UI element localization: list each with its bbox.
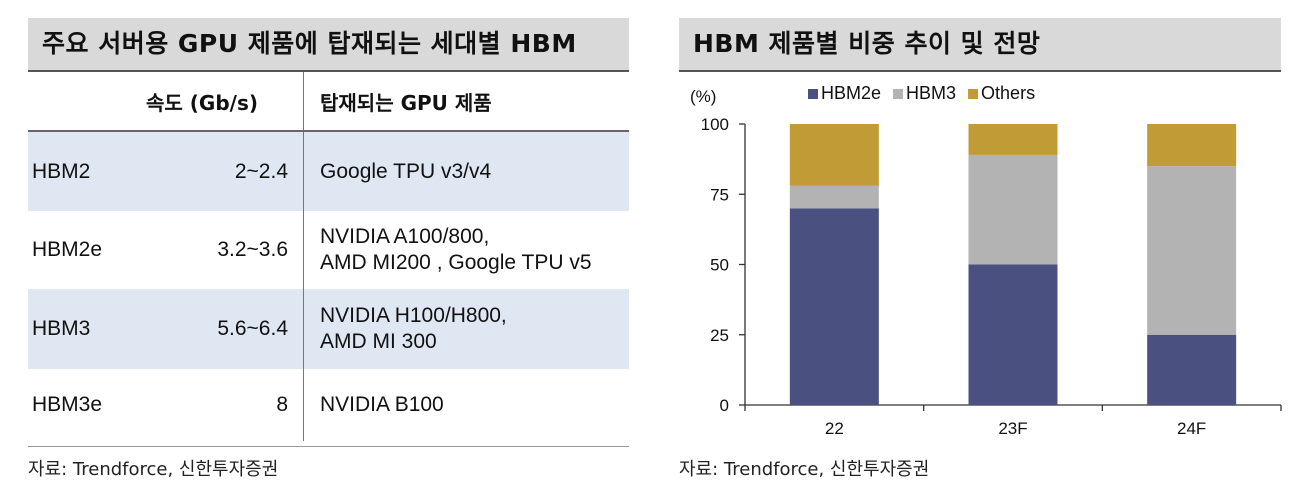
table-source: 자료: Trendforce, 신한투자증권 [28,459,279,480]
hbm-spec-table: 속도 (Gb/s) 탑재되는 GPU 제품 HBM2 2~2.4 Google … [28,72,629,441]
y-tick-label: 25 [710,326,729,345]
row-speed: 3.2~3.6 [146,211,304,289]
table-row: HBM3e 8 NVIDIA B100 [28,369,629,441]
gpu-line: Google TPU v3/v4 [320,159,492,183]
row-gpu: NVIDIA A100/800, AMD MI200 , Google TPU … [304,211,630,289]
bar-hbm2e-23f [968,264,1058,405]
row-speed: 5.6~6.4 [146,289,304,369]
gpu-line: NVIDIA H100/H800, [320,304,507,327]
bar-others-22 [789,124,879,186]
row-name: HBM2e [32,238,103,261]
x-tick-label: 24F [1177,419,1206,438]
y-tick-label: 100 [701,115,729,134]
legend-label-hbm2e: HBM2e [821,83,881,103]
bar-hbm2e-24f [1147,334,1237,405]
row-gpu: Google TPU v3/v4 [303,131,629,211]
chart-top-rule [679,70,1281,72]
bar-hbm3-23f [968,154,1058,265]
table-title: 주요 서버용 GPU 제품에 탑재되는 세대별 HBM [28,18,629,70]
x-tick-label: 23F [998,419,1027,438]
bar-hbm3-24f [1147,166,1237,335]
chart-source: 자료: Trendforce, 신한투자증권 [679,459,930,480]
header-gpu: 탑재되는 GPU 제품 [303,72,629,132]
table-bottom-rule [28,446,629,447]
table-top-rule [28,70,629,72]
chart-title: HBM 제품별 비중 추이 및 전망 [679,18,1281,70]
table-row: HBM2 2~2.4 Google TPU v3/v4 [28,131,629,211]
row-name: HBM3 [28,289,146,369]
header-speed: 속도 (Gb/s) [146,72,304,132]
gpu-line: NVIDIA A100/800, [320,225,490,248]
header-blank [28,72,146,132]
row-name: HBM2 [28,131,146,211]
y-tick-label: 0 [720,396,729,415]
legend-swatch-hbm3 [893,89,904,99]
gpu-line: AMD MI200 , Google TPU v5 [320,251,592,274]
legend-label-hbm3: HBM3 [906,83,956,103]
legend-swatch-others [968,89,979,99]
table-row: HBM3 5.6~6.4 NVIDIA H100/H800, AMD MI 30… [28,289,629,369]
stacked-bar-chart: 0 25 50 75 100 (%) 22 23F 24F HBM2e HBM3 Others [690,83,1282,438]
row-gpu: NVIDIA B100 [304,369,630,441]
bar-others-23f [968,124,1058,155]
row-gpu: NVIDIA H100/H800, AMD MI 300 [303,289,629,369]
y-tick-label: 50 [710,256,729,275]
legend-label-others: Others [981,83,1035,103]
x-tick-label: 22 [825,419,844,438]
bar-hbm2e-22 [789,208,879,405]
y-axis-unit-label: (%) [690,87,716,106]
y-tick-label: 75 [710,185,729,204]
table-row: HBM2e 3.2~3.6 NVIDIA A100/800, AMD MI200… [28,211,629,289]
row-name: HBM3e [32,393,103,416]
legend-swatch-hbm2e [808,89,818,99]
row-speed: 8 [146,369,304,441]
row-speed: 2~2.4 [146,131,304,211]
gpu-line: NVIDIA B100 [320,393,444,416]
bar-others-24f [1147,124,1237,167]
gpu-line: AMD MI 300 [320,330,437,353]
bar-hbm3-22 [789,185,879,209]
